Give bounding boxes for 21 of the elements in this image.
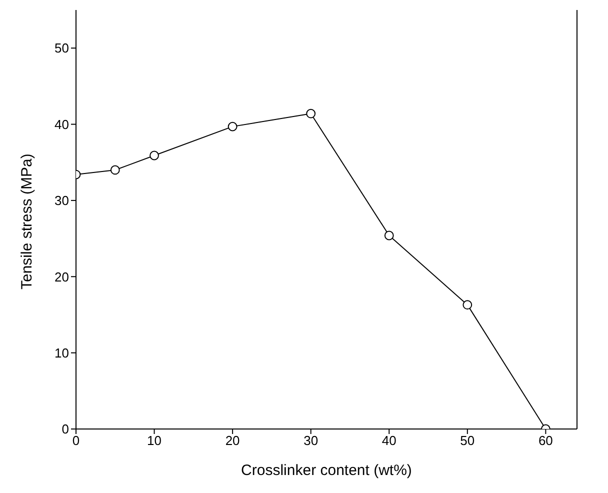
point	[306, 108, 316, 118]
x-tick-label: 10	[147, 433, 162, 448]
y-tick-label: 10	[54, 345, 69, 360]
point	[228, 122, 238, 132]
y-tick-label: 50	[54, 40, 69, 56]
point	[462, 300, 472, 310]
x-tick-label: 60	[538, 433, 553, 448]
y-axis-title: Tensile stress (MPa)	[18, 154, 36, 290]
x-axis-title: Crosslinker content (wt%)	[241, 462, 412, 479]
y-tick-label: 40	[54, 116, 69, 132]
point	[384, 230, 394, 240]
x-tick-label: 0	[72, 433, 80, 448]
x-tick-label: 40	[382, 433, 396, 448]
point	[110, 165, 120, 175]
y-tick-label: 30	[54, 193, 69, 208]
y-tick-label: 0	[62, 422, 69, 437]
x-tick-label: 50	[460, 433, 475, 448]
y-tick-label: 20	[54, 269, 69, 284]
point	[150, 150, 159, 160]
x-tick-label: 30	[304, 433, 318, 448]
x-tick-label: 20	[225, 433, 240, 448]
